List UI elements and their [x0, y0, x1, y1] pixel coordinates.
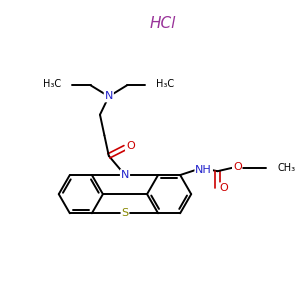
Text: HCl: HCl [150, 16, 176, 31]
Text: S: S [122, 208, 129, 218]
Text: NH: NH [195, 165, 212, 175]
Text: CH₃: CH₃ [277, 163, 296, 173]
Text: O: O [233, 162, 242, 172]
Text: N: N [105, 92, 113, 101]
Text: H₃C: H₃C [157, 79, 175, 89]
Text: H₃C: H₃C [43, 79, 61, 89]
Text: O: O [220, 183, 228, 193]
Text: N: N [121, 170, 129, 180]
Text: O: O [126, 141, 135, 151]
